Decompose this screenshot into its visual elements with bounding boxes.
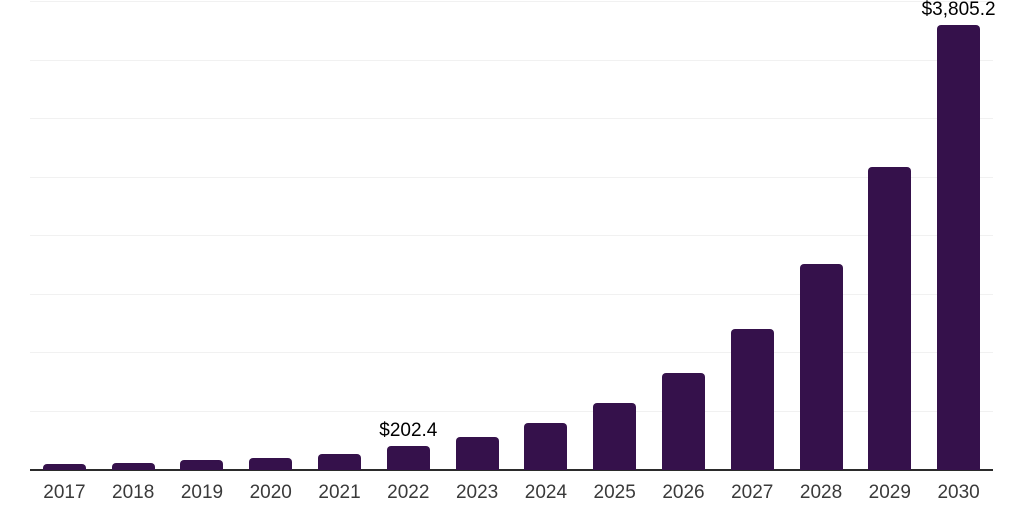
x-tick-label-2020: 2020 [249, 482, 292, 503]
gridline-1000 [30, 352, 993, 353]
bar-2018 [111, 463, 155, 470]
gridline-3500 [30, 59, 993, 61]
bar-2028 [799, 264, 843, 470]
x-tick-label-2017: 2017 [43, 482, 86, 503]
bar-value-label-2022: $202.4 [379, 420, 438, 442]
x-tick-label-2018: 2018 [112, 482, 155, 503]
x-tick-label-2021: 2021 [318, 482, 361, 503]
gridline-2500 [30, 176, 993, 178]
x-tick-label-2022: 2022 [387, 482, 430, 503]
x-tick-label-2030: 2030 [937, 482, 980, 503]
x-tick-label-2019: 2019 [180, 482, 224, 503]
bar-2029 [868, 166, 912, 470]
gridline-2000 [30, 235, 993, 236]
bar-2017 [42, 463, 86, 470]
bar-2025 [593, 402, 637, 470]
x-axis-line [30, 469, 993, 471]
x-tick-label-2025: 2025 [593, 482, 636, 503]
x-tick-label-2027: 2027 [731, 482, 774, 503]
gridline-3000 [30, 118, 993, 119]
gridline-4000 [30, 1, 993, 2]
bar-2020 [249, 457, 293, 470]
x-tick-label-2023: 2023 [455, 482, 499, 503]
x-tick-label-2024: 2024 [524, 482, 568, 503]
gridline-500 [30, 410, 993, 412]
bar-value-label-2030: $3,805.2 [921, 0, 996, 20]
bar-2030 [937, 24, 981, 470]
bar-2024 [524, 423, 568, 470]
gridline-1500 [30, 293, 993, 295]
bar-2027 [730, 329, 774, 470]
bar-2026 [661, 372, 705, 470]
bar-2019 [180, 459, 224, 470]
bar-2022 [386, 446, 430, 470]
bar-2023 [455, 436, 499, 470]
x-tick-label-2029: 2029 [868, 482, 911, 503]
x-tick-label-2028: 2028 [799, 482, 843, 503]
bar-2021 [318, 453, 362, 470]
x-tick-label-2026: 2026 [662, 482, 705, 503]
